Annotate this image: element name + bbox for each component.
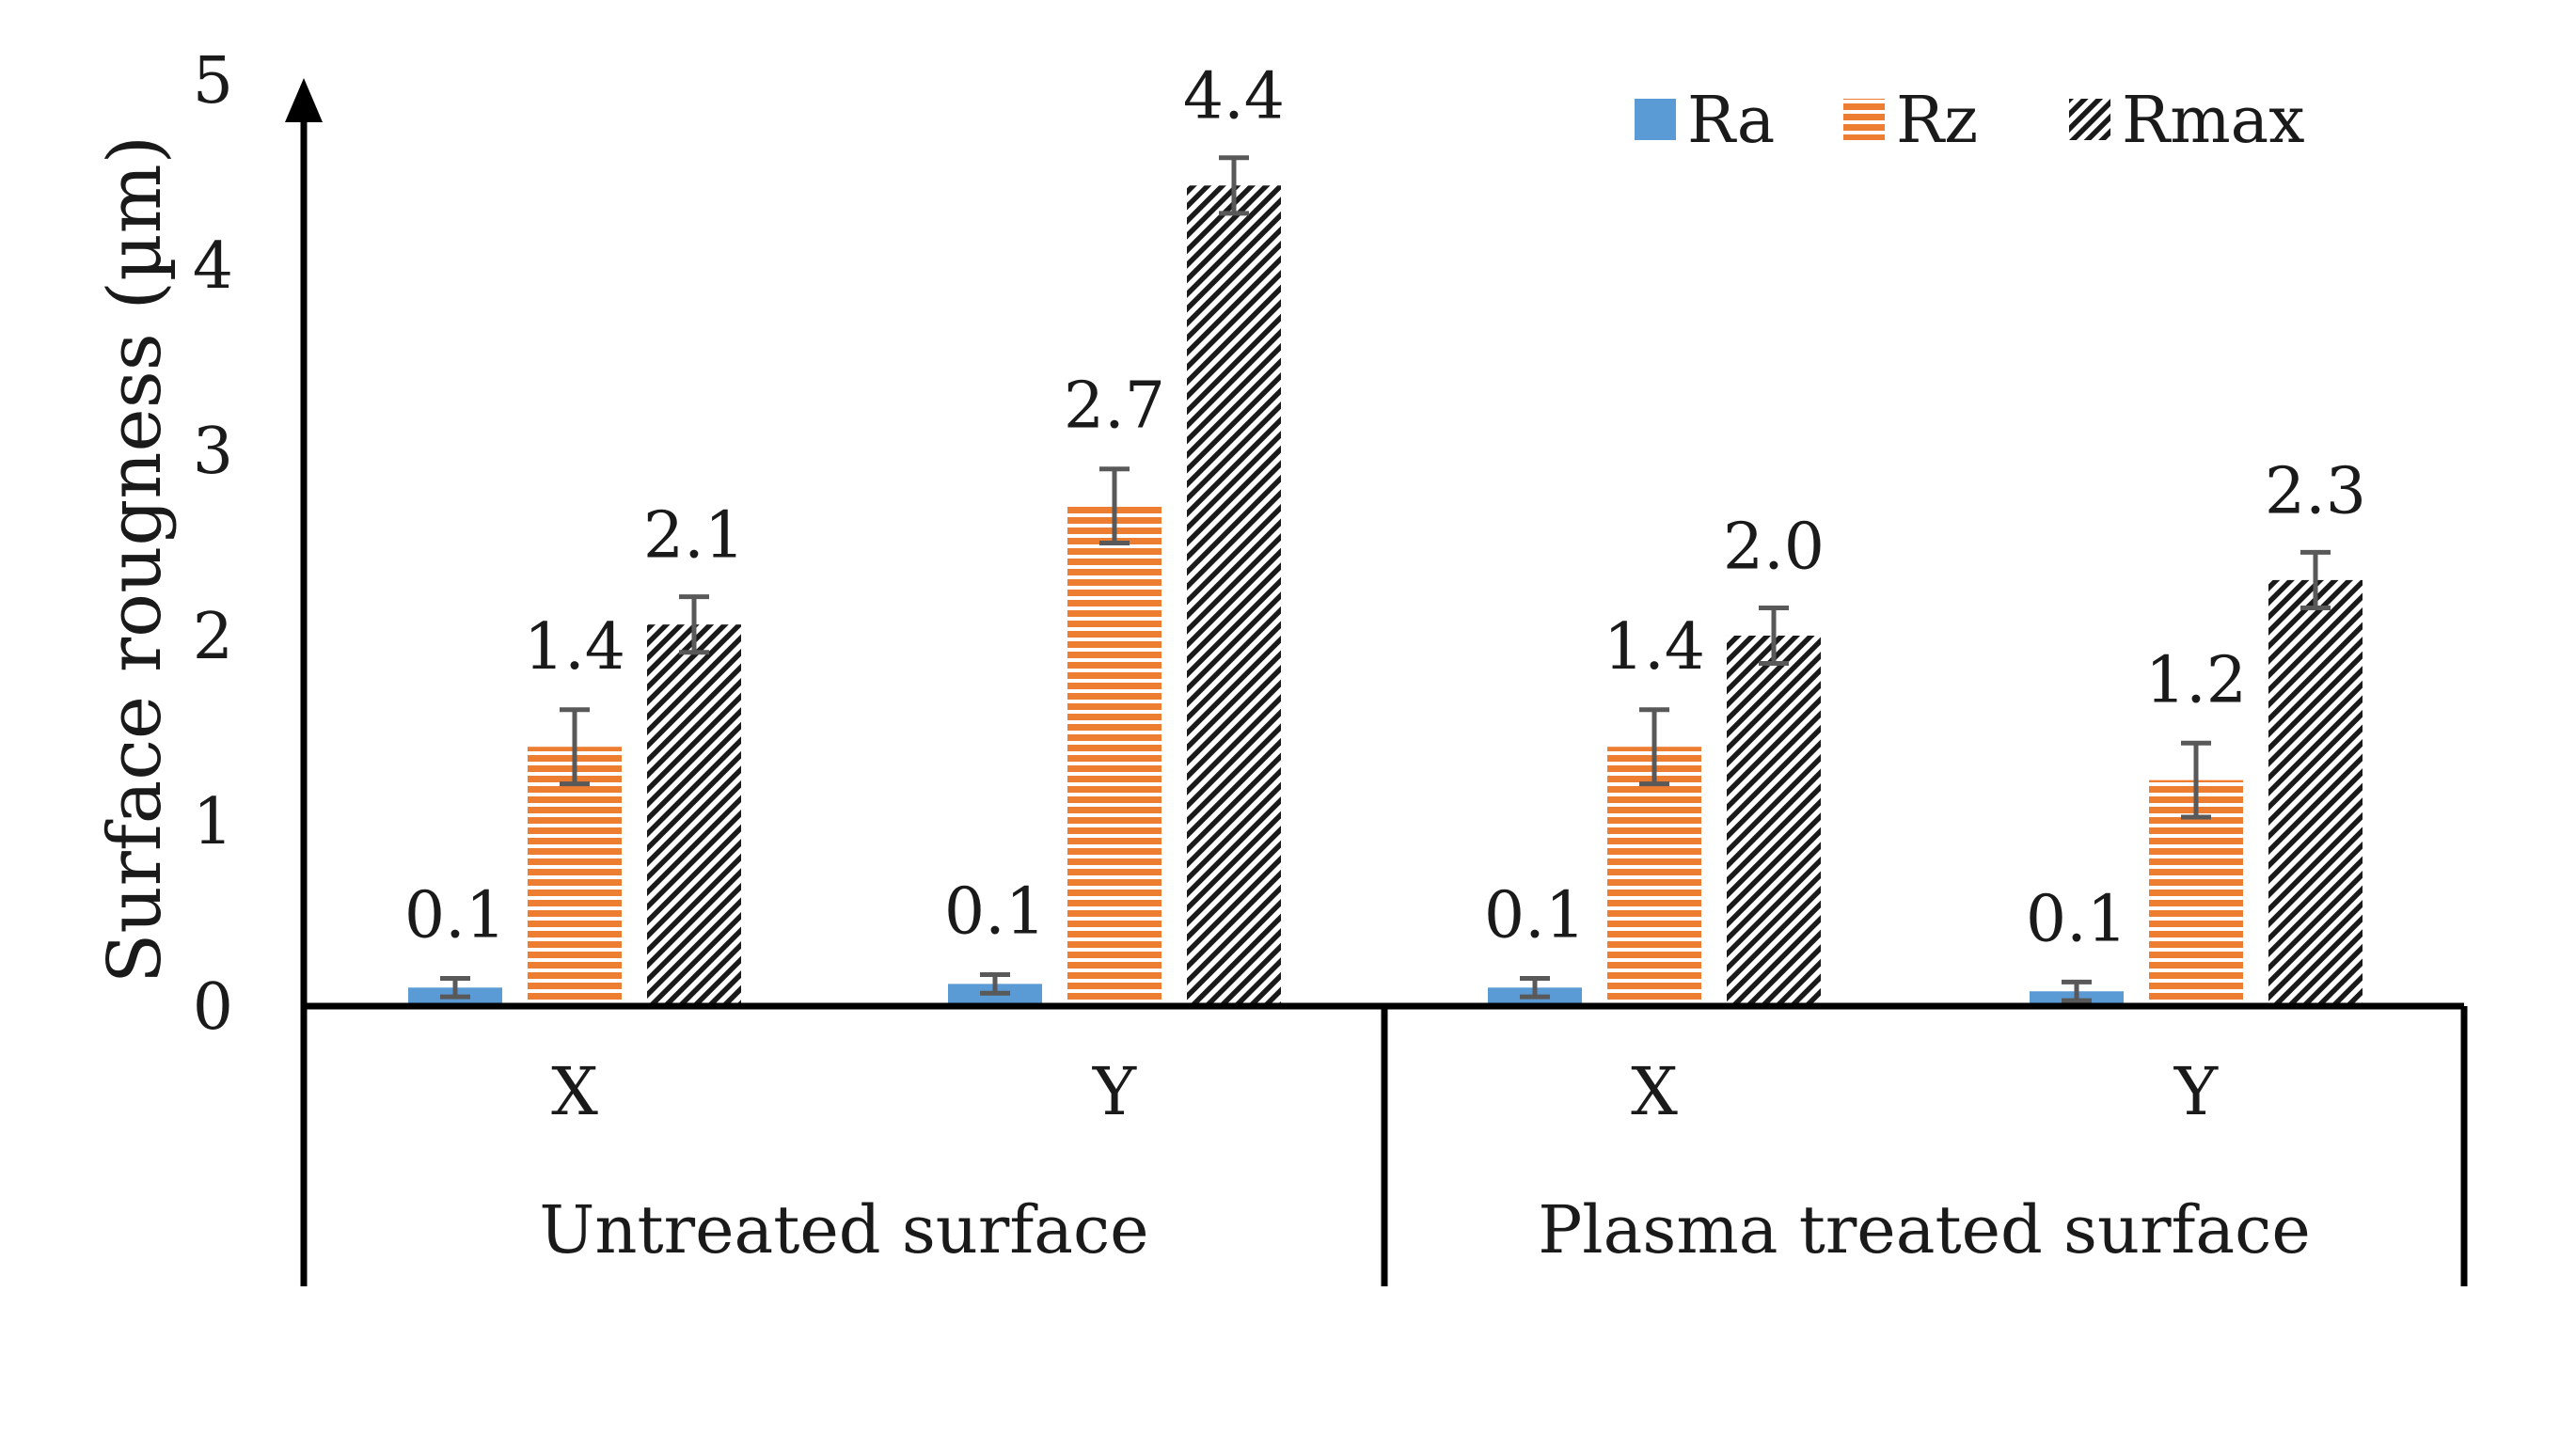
y-tick-label-0: 0 <box>193 970 233 1045</box>
group-label-1: Untreated surface <box>539 1191 1148 1268</box>
legend: Ra Rz Rmax <box>1635 84 2305 158</box>
data-label-ra-3: 0.1 <box>1484 878 1586 953</box>
data-label-rmax-2: 4.4 <box>1183 60 1285 134</box>
category-label-1: X <box>551 1053 598 1130</box>
bar-rz-2 <box>1067 506 1162 1006</box>
legend-label-rmax: Rmax <box>2122 84 2305 158</box>
category-label-4: Y <box>2173 1053 2219 1130</box>
data-label-ra-1: 0.1 <box>404 878 506 953</box>
bar-rmax-1 <box>647 624 741 1006</box>
error-bar-ra-3 <box>1520 975 1550 1000</box>
bars: 0.1 0.1 0.1 0.1 1.4 2.7 1.4 1.2 2.1 4.4 2.0 2.3 <box>404 60 2366 1007</box>
data-label-rz-3: 1.4 <box>1604 610 1705 685</box>
legend-label-ra: Ra <box>1687 84 1775 158</box>
error-bar-rz-4 <box>2181 740 2211 820</box>
y-tick-label-4: 4 <box>193 229 233 304</box>
legend-label-rz: Rz <box>1896 84 1978 158</box>
y-axis: 0 1 2 3 4 5 <box>193 44 233 1045</box>
error-bar-ra-2 <box>980 972 1010 996</box>
error-bar-rmax-3 <box>1759 605 1789 667</box>
bar-rz-3 <box>1607 747 1701 1006</box>
data-label-rz-2: 2.7 <box>1064 370 1165 444</box>
bar-rz-1 <box>528 747 622 1006</box>
data-label-rz-1: 1.4 <box>524 610 625 685</box>
data-label-rmax-3: 2.0 <box>1723 510 1825 584</box>
y-axis-arrow <box>285 78 323 122</box>
error-bar-rmax-4 <box>2300 549 2331 610</box>
legend-item-rz: Rz <box>1843 84 1978 158</box>
group-label-2: Plasma treated surface <box>1538 1191 2311 1268</box>
legend-item-ra: Ra <box>1635 84 1775 158</box>
bar-rmax-2 <box>1187 185 1281 1007</box>
y-tick-label-1: 1 <box>193 785 233 859</box>
bar-rmax-3 <box>1727 636 1821 1006</box>
data-label-ra-2: 0.1 <box>944 875 1046 950</box>
error-bar-ra-4 <box>2062 979 2092 1003</box>
error-bar-rz-2 <box>1099 466 1130 545</box>
y-tick-label-3: 3 <box>193 415 233 489</box>
legend-item-rmax: Rmax <box>2069 84 2305 158</box>
error-bar-rmax-1 <box>679 594 709 655</box>
legend-swatch-ra <box>1635 99 1676 140</box>
y-tick-label-5: 5 <box>193 44 233 118</box>
error-bar-rmax-2 <box>1219 155 1249 216</box>
data-label-rz-4: 1.2 <box>2145 643 2247 717</box>
category-label-3: X <box>1631 1053 1678 1130</box>
error-bar-rz-1 <box>560 707 590 787</box>
legend-swatch-rz <box>1843 99 1885 140</box>
category-label-2: Y <box>1092 1053 1137 1130</box>
bar-rmax-4 <box>2268 579 2363 1006</box>
legend-swatch-rmax <box>2069 99 2110 140</box>
error-bar-rz-3 <box>1639 707 1669 787</box>
axes-frame <box>285 78 2468 1286</box>
x-axis-labels: X Y X Y Untreated surface Plasma treated surf… <box>539 1053 2310 1268</box>
data-label-ra-4: 0.1 <box>2026 882 2127 956</box>
y-tick-label-2: 2 <box>193 600 233 674</box>
data-label-rmax-4: 2.3 <box>2265 454 2366 528</box>
y-axis-title: Surface rougness (µm) <box>93 135 178 984</box>
data-label-rmax-1: 2.1 <box>643 499 745 574</box>
error-bar-ra-1 <box>440 975 470 1000</box>
